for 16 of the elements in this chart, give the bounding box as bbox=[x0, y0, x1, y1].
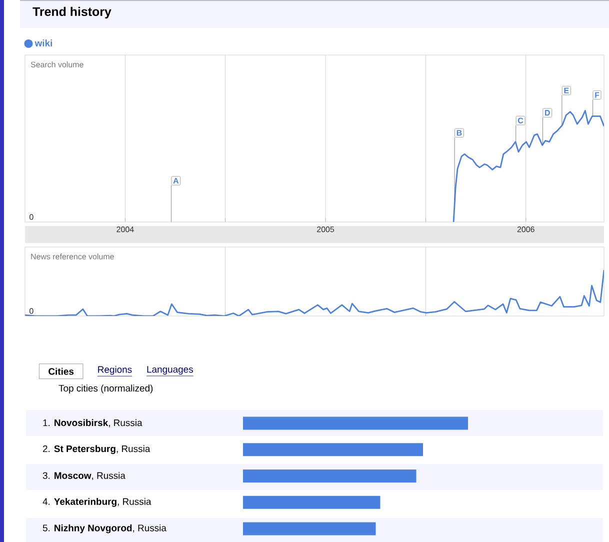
bar bbox=[243, 416, 468, 430]
text: Top cities (normalized) bbox=[58, 384, 153, 394]
bar bbox=[243, 443, 424, 456]
bar bbox=[243, 522, 376, 536]
y-tick-label: 5. Nizhny Novgorod, Russia bbox=[42, 524, 166, 534]
text: Cities bbox=[48, 368, 74, 375]
text: Languages bbox=[147, 366, 193, 375]
y-tick-label: 2. St Petersburg, Russia bbox=[42, 445, 150, 454]
bar bbox=[243, 470, 416, 483]
y-tick-label: 3. Moscow, Russia bbox=[42, 472, 126, 480]
text: Regions bbox=[98, 366, 132, 375]
y-tick-label: 4. Yekaterinburg, Russia bbox=[42, 498, 152, 507]
legend-label: wiki bbox=[34, 39, 52, 46]
chart-title: Trend history bbox=[32, 6, 112, 18]
y-tick-label: 1. Novosibirsk, Russia bbox=[43, 419, 142, 428]
bar bbox=[243, 496, 380, 509]
